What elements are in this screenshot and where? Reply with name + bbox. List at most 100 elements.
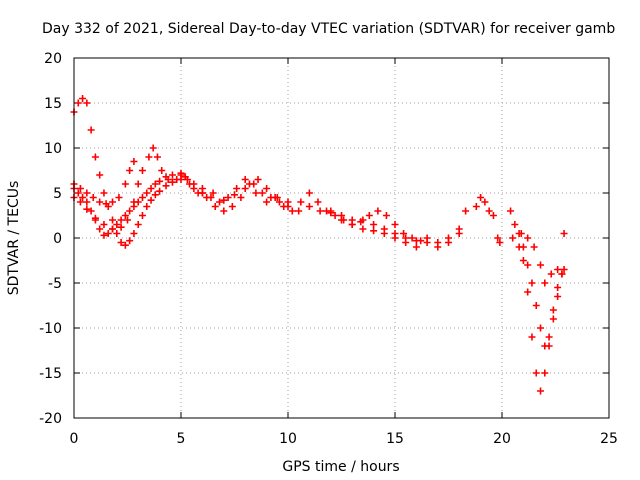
data-point	[83, 205, 91, 213]
data-point	[462, 207, 470, 215]
data-point	[408, 234, 416, 242]
data-point	[121, 212, 129, 219]
data-point	[245, 180, 253, 188]
data-point	[74, 189, 82, 197]
series-track11	[517, 230, 568, 287]
series-track4	[70, 169, 206, 239]
y-tick-label: -10	[39, 321, 62, 337]
data-points	[70, 95, 568, 395]
data-point	[168, 178, 176, 186]
data-point	[295, 207, 303, 215]
series-track10	[509, 234, 566, 395]
data-point	[153, 153, 161, 161]
data-point	[83, 198, 91, 206]
y-tick-label: 10	[44, 141, 62, 157]
data-point	[314, 198, 322, 206]
data-point	[117, 223, 125, 231]
data-point	[519, 257, 527, 264]
data-point	[237, 194, 245, 201]
data-point	[162, 182, 170, 190]
x-tick-label: 5	[177, 431, 186, 447]
data-point	[275, 198, 283, 206]
data-point	[79, 194, 87, 201]
data-point	[524, 234, 532, 242]
data-point	[391, 221, 399, 228]
axis-ticks: 0 5 10 15 20 25 -20 -15 -10 -5 0 5 10 15 20	[39, 51, 618, 447]
data-point	[104, 230, 112, 237]
data-point	[537, 387, 545, 395]
data-point	[541, 279, 549, 287]
data-point	[331, 212, 339, 219]
data-point	[190, 185, 198, 192]
data-point	[554, 293, 562, 300]
data-point	[400, 230, 408, 237]
data-point	[109, 198, 117, 206]
data-point	[117, 239, 125, 246]
data-point	[263, 185, 271, 192]
data-point	[149, 144, 157, 152]
data-point	[382, 212, 390, 219]
data-point	[211, 203, 219, 210]
plot-frame	[73, 57, 610, 419]
data-point	[100, 231, 108, 239]
data-point	[316, 207, 324, 215]
data-point	[220, 207, 228, 215]
data-point	[100, 221, 108, 228]
data-point	[121, 241, 129, 249]
data-point	[113, 230, 121, 237]
data-point	[183, 176, 191, 183]
y-tick-label: 15	[44, 96, 62, 112]
data-point	[126, 207, 134, 215]
data-point	[489, 212, 497, 219]
data-point	[423, 239, 431, 246]
y-tick-label: -5	[48, 276, 62, 292]
x-tick-label: 0	[70, 431, 79, 447]
data-point	[121, 180, 129, 188]
data-point	[288, 207, 296, 215]
data-point	[545, 342, 553, 350]
data-point	[254, 176, 262, 183]
data-point	[348, 221, 356, 228]
data-point	[554, 266, 562, 273]
data-point	[216, 198, 224, 206]
data-point	[560, 266, 568, 273]
data-point	[327, 207, 335, 215]
data-point	[91, 153, 99, 161]
data-point	[517, 230, 525, 237]
data-point	[554, 284, 562, 291]
data-point	[524, 288, 532, 296]
data-point	[76, 185, 84, 192]
series-track8	[472, 194, 497, 219]
data-point	[472, 203, 480, 210]
data-point	[359, 216, 367, 224]
data-point	[113, 221, 121, 228]
data-point	[87, 207, 95, 215]
data-point	[83, 99, 91, 107]
data-point	[96, 198, 104, 206]
data-point	[263, 198, 271, 206]
data-point	[138, 167, 146, 174]
data-point	[241, 185, 249, 192]
data-point	[445, 239, 452, 246]
data-point	[374, 207, 382, 215]
data-point	[524, 261, 532, 269]
data-point	[511, 221, 519, 228]
data-point	[233, 185, 241, 192]
data-point	[198, 185, 206, 192]
data-point	[532, 369, 540, 377]
y-tick-label: 5	[53, 186, 62, 202]
data-point	[130, 230, 138, 237]
data-point	[365, 212, 373, 219]
data-point	[156, 187, 164, 195]
x-axis-label: GPS time / hours	[282, 459, 399, 475]
data-point	[558, 270, 566, 278]
data-point	[455, 230, 463, 237]
data-point	[515, 243, 523, 251]
data-point	[96, 171, 104, 179]
data-point	[130, 158, 138, 165]
data-point	[143, 203, 151, 210]
data-point	[258, 189, 266, 197]
data-point	[74, 99, 82, 107]
data-point	[134, 221, 142, 228]
data-point	[156, 177, 164, 185]
